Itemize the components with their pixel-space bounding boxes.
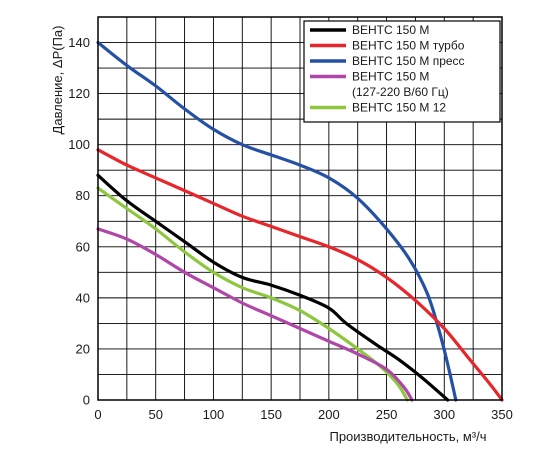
tick-labels: 0 50 100 150 200 250 300 350 0 20 40 60 80 100 120 140 bbox=[68, 35, 513, 422]
x-tick-label: 300 bbox=[433, 407, 455, 422]
legend-label-4: ВЕНТС 150 М bbox=[352, 70, 429, 84]
x-tick-label: 200 bbox=[318, 407, 340, 422]
series-line-3 bbox=[96, 40, 458, 402]
y-tick-label: 20 bbox=[76, 341, 90, 356]
y-tick-label: 0 bbox=[83, 393, 90, 408]
x-tick-label: 0 bbox=[94, 407, 101, 422]
y-tick-label: 80 bbox=[76, 188, 90, 203]
legend-label-4: (127-220 В/60 Гц) bbox=[352, 85, 449, 99]
series-line-1 bbox=[96, 173, 450, 402]
y-tick-label: 120 bbox=[68, 86, 90, 101]
plot-area-frame bbox=[97, 16, 503, 401]
y-tick-label: 140 bbox=[68, 35, 90, 50]
x-tick-label: 350 bbox=[491, 407, 513, 422]
legend-box bbox=[303, 20, 501, 123]
series-lines bbox=[96, 40, 504, 402]
series-line-4 bbox=[96, 227, 414, 402]
x-tick-label: 50 bbox=[148, 407, 162, 422]
legend-label-1: ВЕНТС 150 М bbox=[352, 23, 429, 37]
y-tick-label: 40 bbox=[76, 290, 90, 305]
x-axis-label: Производительность, м³/ч bbox=[329, 429, 486, 444]
x-tick-label: 250 bbox=[376, 407, 398, 422]
y-tick-label: 100 bbox=[68, 137, 90, 152]
legend-label-3: ВЕНТС 150 М пресс bbox=[352, 54, 465, 68]
series-line-2 bbox=[96, 148, 504, 402]
legend-label-5: ВЕНТС 150 М 12 bbox=[352, 101, 446, 115]
x-tick-label: 150 bbox=[260, 407, 282, 422]
x-tick-label: 100 bbox=[203, 407, 225, 422]
y-axis-label: Давление, ΔP(Па) bbox=[50, 26, 65, 135]
legend-label-2: ВЕНТС 150 М турбо bbox=[352, 39, 465, 53]
y-tick-label: 60 bbox=[76, 239, 90, 254]
